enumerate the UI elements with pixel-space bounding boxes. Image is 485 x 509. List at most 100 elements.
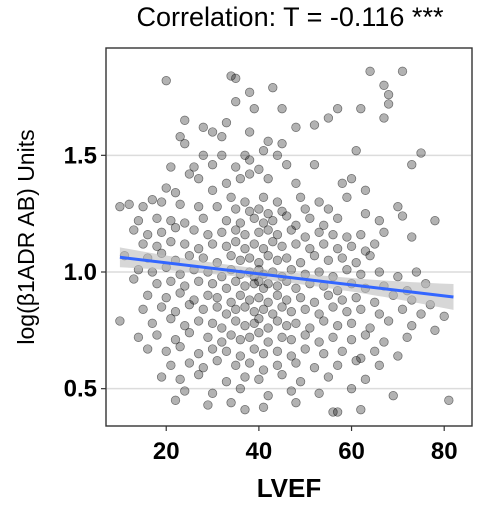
- data-point: [175, 342, 185, 352]
- data-point: [365, 251, 375, 261]
- data-point: [374, 216, 384, 226]
- data-point: [184, 358, 195, 368]
- data-point: [207, 185, 218, 195]
- data-point: [383, 90, 394, 100]
- data-point: [166, 162, 176, 172]
- data-point: [374, 309, 384, 319]
- data-point: [277, 139, 287, 149]
- data-point: [360, 330, 371, 340]
- data-point: [351, 293, 361, 303]
- data-point: [180, 239, 190, 249]
- data-point: [430, 325, 440, 335]
- data-point: [194, 244, 204, 254]
- data-point: [277, 302, 287, 312]
- data-point: [286, 307, 296, 317]
- data-point: [226, 398, 236, 408]
- data-point: [166, 276, 176, 286]
- data-point: [217, 227, 227, 237]
- data-point: [379, 227, 389, 237]
- data-point: [365, 66, 375, 76]
- data-point: [286, 225, 296, 235]
- data-point: [356, 104, 366, 114]
- data-point: [166, 360, 176, 370]
- data-point: [374, 267, 384, 277]
- data-point: [166, 314, 176, 324]
- data-point: [263, 136, 273, 146]
- data-point: [254, 374, 264, 384]
- data-point: [332, 244, 343, 254]
- data-point: [235, 290, 246, 300]
- data-point: [300, 344, 310, 354]
- data-point: [231, 204, 241, 214]
- data-point: [240, 405, 250, 415]
- data-point: [393, 351, 403, 361]
- data-point: [240, 372, 250, 382]
- data-point: [194, 370, 204, 380]
- data-point: [226, 251, 236, 261]
- data-point: [249, 344, 259, 354]
- data-point: [291, 318, 301, 328]
- data-point: [258, 192, 269, 202]
- data-point: [147, 195, 157, 205]
- data-point: [407, 160, 417, 170]
- x-tick-label: 20: [153, 438, 180, 465]
- data-point: [351, 146, 361, 156]
- confidence-band: [119, 247, 454, 310]
- data-point: [249, 104, 259, 114]
- data-point: [342, 192, 352, 202]
- chart-title: Correlation: T = -0.116 ***: [136, 2, 444, 32]
- data-point: [356, 304, 366, 314]
- data-point: [217, 150, 227, 160]
- data-point: [258, 244, 269, 254]
- data-point: [231, 162, 241, 172]
- data-point: [342, 307, 352, 317]
- data-point: [254, 227, 264, 237]
- data-point: [286, 386, 296, 396]
- data-point: [379, 113, 389, 123]
- data-point: [254, 328, 264, 338]
- data-point: [379, 337, 389, 347]
- data-point: [397, 304, 408, 314]
- data-point: [411, 267, 422, 277]
- data-point: [254, 204, 264, 214]
- data-point: [194, 202, 204, 212]
- data-point: [314, 337, 324, 347]
- data-point: [370, 297, 380, 307]
- data-point: [356, 353, 366, 363]
- data-point: [240, 281, 250, 291]
- data-point: [268, 83, 278, 93]
- data-point: [254, 293, 264, 303]
- data-point: [152, 330, 162, 340]
- data-point: [138, 239, 148, 249]
- data-point: [244, 169, 255, 179]
- data-point: [319, 316, 329, 326]
- data-point: [231, 316, 241, 326]
- data-point: [231, 237, 241, 247]
- data-point: [254, 314, 264, 324]
- data-point: [291, 398, 301, 408]
- data-point: [346, 318, 357, 328]
- data-point: [207, 344, 218, 354]
- data-point: [314, 197, 324, 207]
- data-point: [305, 244, 315, 254]
- data-point: [212, 356, 222, 366]
- data-point: [319, 220, 329, 230]
- data-point: [184, 300, 195, 310]
- data-point: [370, 346, 380, 356]
- data-point: [244, 295, 255, 305]
- data-point: [314, 388, 324, 398]
- data-point: [207, 127, 218, 137]
- data-point: [244, 332, 255, 342]
- data-point: [170, 223, 181, 233]
- data-point: [175, 288, 185, 298]
- plot-panel: [105, 47, 473, 427]
- data-point: [180, 386, 190, 396]
- data-point: [156, 227, 167, 237]
- data-point: [129, 274, 139, 284]
- data-point: [416, 148, 426, 158]
- data-point: [221, 283, 232, 293]
- data-point: [240, 244, 250, 254]
- data-point: [175, 199, 185, 209]
- data-point: [231, 225, 241, 235]
